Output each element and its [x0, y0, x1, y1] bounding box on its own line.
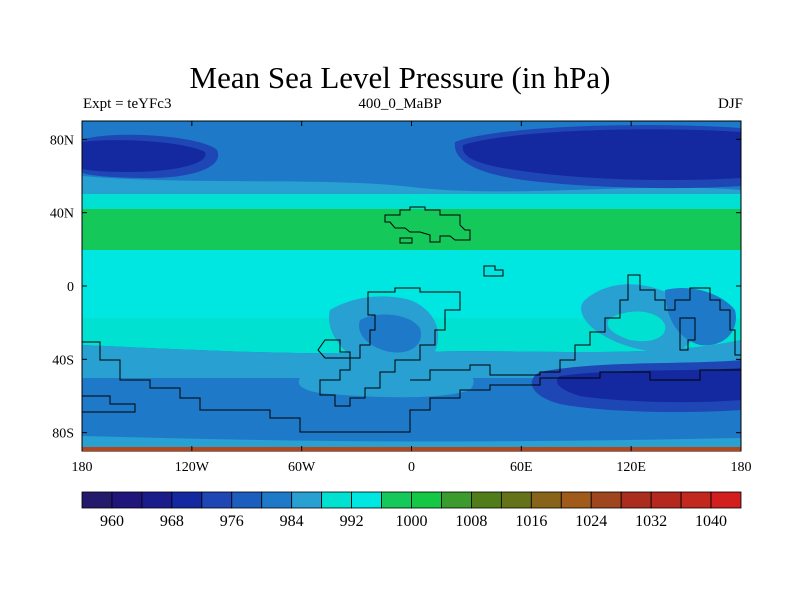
colorbar-label: 1024: [575, 513, 607, 530]
coast-peninsula: [317, 339, 351, 359]
colorbar-swatch: [680, 491, 712, 509]
colorbar-swatch: [81, 491, 113, 509]
colorbar-swatch: [650, 491, 682, 509]
y-tick-label: 40S: [52, 353, 74, 368]
coast-northern-continent: [384, 206, 471, 243]
plot-title: Mean Sea Level Pressure (in hPa): [189, 60, 611, 95]
field-cyan-north: [82, 194, 741, 210]
colorbar-swatch: [441, 491, 472, 509]
coast-southern-shelf: [82, 395, 136, 413]
colorbar-swatch: [590, 491, 622, 509]
colorbar-swatch: [411, 491, 442, 509]
coast-island-1: [399, 237, 413, 244]
coastlines: [82, 206, 741, 433]
x-tick-label: 60W: [288, 460, 316, 475]
x-tick-label: 120W: [175, 460, 210, 475]
colorbar-swatch: [471, 491, 502, 509]
x-tick-label: 60E: [510, 460, 533, 475]
colorbar-swatch: [321, 491, 352, 509]
x-tick-label: 180: [731, 460, 752, 475]
y-axis: 80N 40N 0 40S 80S: [50, 133, 741, 442]
coast-tropical-continent: [319, 287, 461, 407]
colorbar-label: 1016: [515, 513, 547, 530]
x-tick-label: 0: [408, 460, 415, 475]
coast-island-3: [679, 317, 696, 351]
field-subtropical-high: [82, 209, 741, 250]
colorbar-swatch: [710, 491, 742, 509]
experiment-label: Expt = teYFc3: [83, 96, 172, 112]
time-period-label: 400_0_MaBP: [358, 96, 442, 112]
colorbar-swatch: [500, 491, 532, 509]
colorbar-label: 960: [100, 513, 124, 530]
colorbar-swatch: [201, 491, 233, 509]
y-tick-label: 40N: [50, 207, 74, 222]
colorbar-label: 1000: [396, 513, 428, 530]
season-label: DJF: [717, 96, 743, 112]
colorbar-swatch: [111, 491, 143, 509]
coast-eastern-continent: [410, 274, 741, 381]
colorbar-swatch: [171, 491, 203, 509]
colorbar-swatch: [291, 491, 323, 509]
pressure-field: [82, 121, 741, 451]
x-tick-label: 120E: [616, 460, 646, 475]
colorbar-label: 1032: [635, 513, 667, 530]
y-tick-label: 80N: [50, 133, 74, 148]
land-eastern-continent-core: [607, 311, 666, 342]
colorbar-swatch: [560, 491, 592, 509]
colorbar-label: 968: [160, 513, 184, 530]
colorbar-swatch: [620, 491, 652, 509]
colorbar-swatch: [261, 491, 293, 509]
x-axis: 180 120W 60W 0 60E 120E 180: [72, 121, 752, 475]
y-tick-label: 0: [67, 280, 74, 295]
colorbar-label: 976: [220, 513, 244, 530]
colorbar-swatch: [381, 491, 412, 509]
x-tick-label: 180: [72, 460, 93, 475]
colorbar-label: 1008: [455, 513, 487, 530]
coast-island-2: [483, 265, 504, 277]
low-southern-ocean-east-core: [556, 368, 741, 403]
colorbar-swatch: [530, 491, 562, 509]
colorbar-label: 984: [280, 513, 304, 530]
colorbar-swatch: [351, 491, 382, 509]
low-north-atlantic-inner: [462, 129, 741, 180]
colorbar-label: 992: [340, 513, 364, 530]
low-north-pacific-inner: [82, 140, 206, 172]
colorbar-swatch: [141, 491, 173, 509]
y-tick-label: 80S: [52, 427, 74, 442]
colorbar-swatch: [231, 491, 263, 509]
colorbar-label: 1040: [695, 513, 727, 530]
land-eastern-low: [665, 288, 736, 346]
coast-southern-margin: [82, 341, 741, 433]
colorbar: 960 968 976 984 992 1000 1008 1016 1024 1032 1040: [81, 491, 742, 530]
